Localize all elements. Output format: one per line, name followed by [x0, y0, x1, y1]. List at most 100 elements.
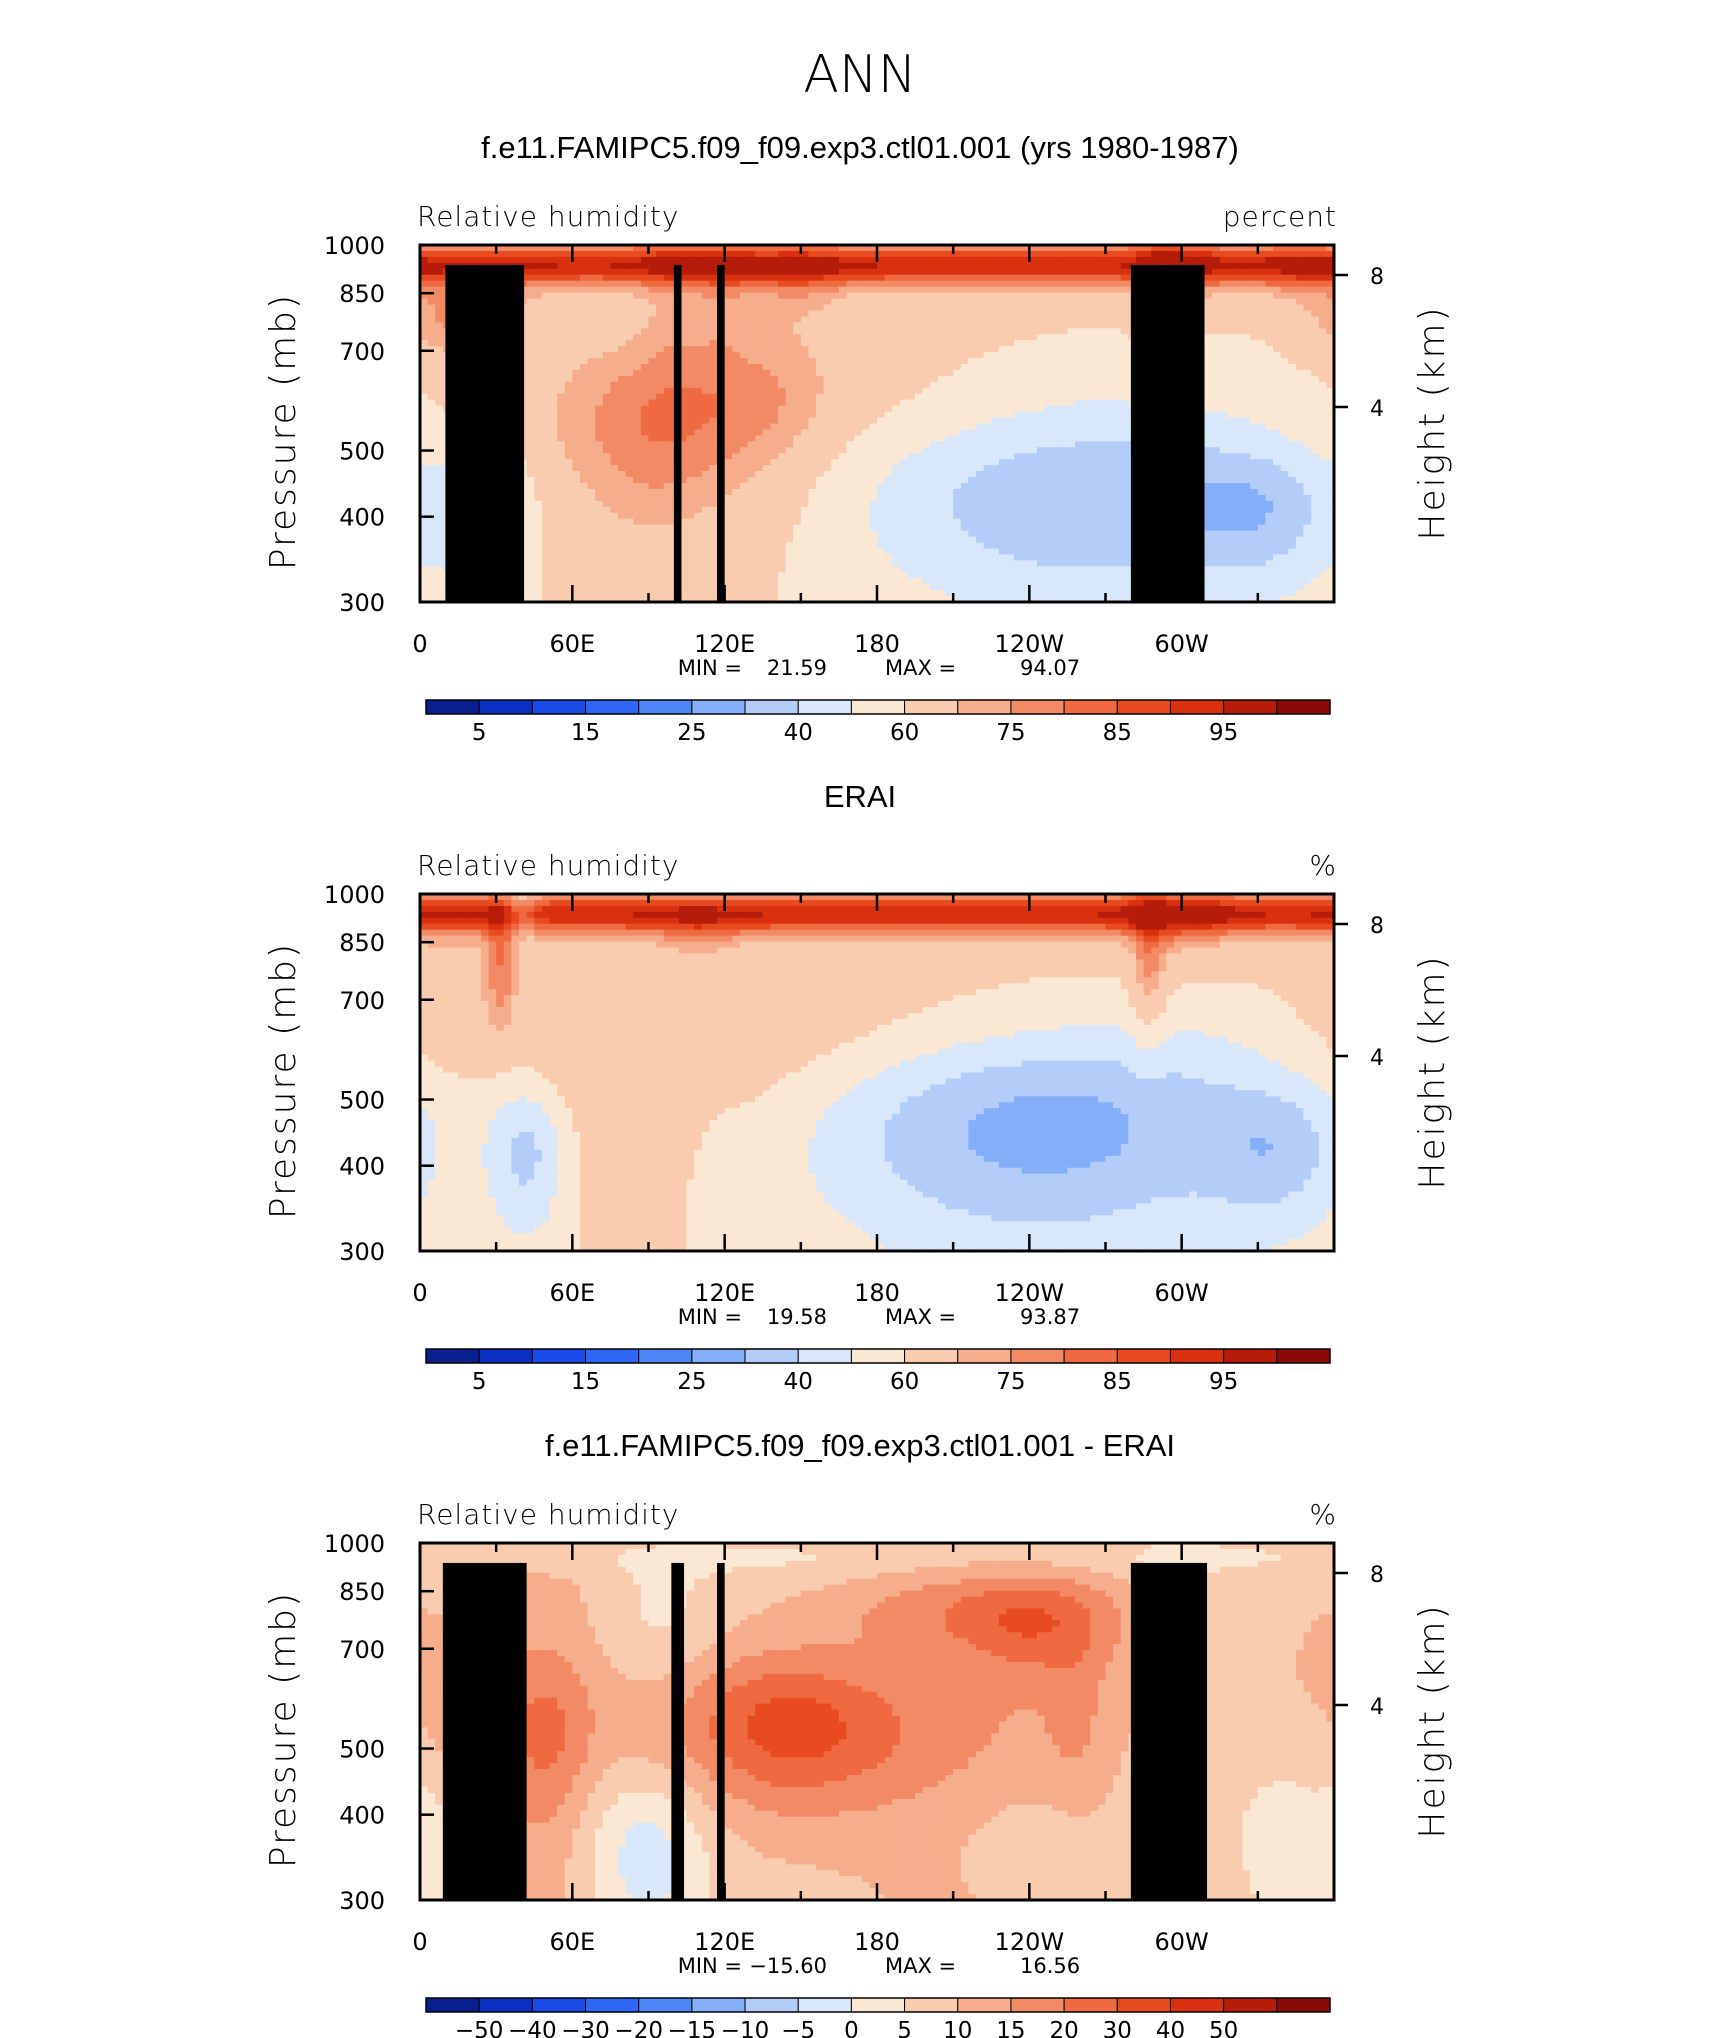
field-cell [785, 429, 794, 436]
field-cell [777, 447, 787, 454]
field-cell [762, 322, 771, 329]
field-cell [983, 453, 992, 460]
field-cell [1326, 304, 1334, 312]
field-cell [549, 393, 558, 401]
field-cell [595, 364, 604, 371]
field-cell [1257, 298, 1267, 306]
field-cell [1052, 310, 1061, 317]
field-cell [1036, 334, 1046, 341]
field-cell [991, 292, 1000, 300]
field-cell [739, 340, 749, 347]
field-cell [435, 250, 444, 258]
field-cell [1212, 280, 1221, 288]
field-cell [640, 245, 650, 252]
field-cell [587, 322, 596, 329]
field-cell [534, 256, 543, 264]
field-cell [1280, 292, 1289, 300]
field-cell [945, 399, 954, 407]
field-cell [983, 304, 992, 312]
field-cell [1097, 405, 1107, 413]
field-cell [968, 369, 977, 377]
field-cell [1044, 292, 1053, 300]
field-cell [1311, 411, 1320, 419]
field-cell [793, 280, 802, 288]
field-cell [625, 453, 634, 460]
field-cell [1044, 274, 1053, 282]
field-cell [1090, 256, 1099, 264]
field-cell [572, 334, 581, 341]
field-cell [709, 399, 718, 407]
field-cell [960, 262, 969, 270]
field-cell [1257, 381, 1267, 389]
field-cell [983, 423, 992, 431]
field-cell [1014, 393, 1023, 401]
field-cell [1090, 328, 1099, 335]
field-cell [564, 423, 573, 431]
field-cell [701, 399, 711, 407]
field-cell [1113, 328, 1122, 335]
field-cell [1014, 423, 1023, 431]
field-cell [1265, 477, 1274, 484]
field-cell [1311, 346, 1320, 353]
field-cell [534, 328, 543, 335]
field-cell [937, 262, 947, 270]
field-cell [1113, 411, 1122, 419]
field-cell [1265, 250, 1274, 258]
field-cell [1303, 453, 1312, 460]
field-cell [793, 245, 802, 252]
field-cell [1113, 322, 1122, 329]
field-cell [701, 387, 711, 395]
field-cell [869, 488, 878, 496]
field-cell [1113, 417, 1122, 425]
field-cell [1227, 358, 1236, 365]
field-cell [793, 393, 802, 401]
field-cell [816, 245, 825, 252]
field-cell [937, 292, 947, 300]
field-cell [777, 304, 787, 312]
field-cell [937, 256, 947, 264]
field-cell [1105, 369, 1114, 377]
field-cell [1326, 387, 1334, 395]
field-cell [1288, 364, 1297, 371]
field-cell [1219, 447, 1228, 454]
field-cell [572, 483, 581, 490]
field-cell [595, 334, 604, 341]
field-cell [717, 245, 726, 252]
field-cell [1090, 435, 1099, 442]
field-cell [1204, 274, 1213, 282]
field-cell [663, 250, 672, 258]
field-cell [838, 292, 848, 300]
field-cell [1059, 322, 1069, 329]
field-cell [1014, 310, 1023, 317]
field-cell [549, 358, 558, 365]
field-cell [1059, 358, 1069, 365]
field-cell [953, 477, 962, 484]
field-cell [937, 346, 947, 353]
field-cell [557, 453, 566, 460]
field-cell [930, 310, 939, 317]
field-cell [420, 435, 429, 442]
field-cell [777, 358, 787, 365]
field-cell [800, 483, 810, 490]
field-cell [785, 340, 794, 347]
field-cell [618, 316, 627, 323]
field-cell [1082, 375, 1091, 383]
field-cell [755, 447, 764, 454]
field-cell [1250, 352, 1259, 359]
field-cell [618, 292, 627, 300]
field-cell [1044, 483, 1053, 490]
panel-title: f.e11.FAMIPC5.f09_f09.exp3.ctl01.001 (yr… [481, 130, 1239, 165]
field-cell [755, 274, 764, 282]
field-cell [892, 471, 901, 478]
field-cell [564, 328, 573, 335]
field-cell [998, 423, 1008, 431]
field-cell [1059, 375, 1069, 383]
field-cell [1219, 274, 1228, 282]
field-cell [877, 298, 886, 306]
field-cell [793, 483, 802, 490]
field-cell [564, 411, 573, 419]
field-cell [884, 417, 893, 425]
field-cell [701, 488, 711, 496]
field-cell [640, 453, 650, 460]
field-cell [922, 387, 931, 395]
